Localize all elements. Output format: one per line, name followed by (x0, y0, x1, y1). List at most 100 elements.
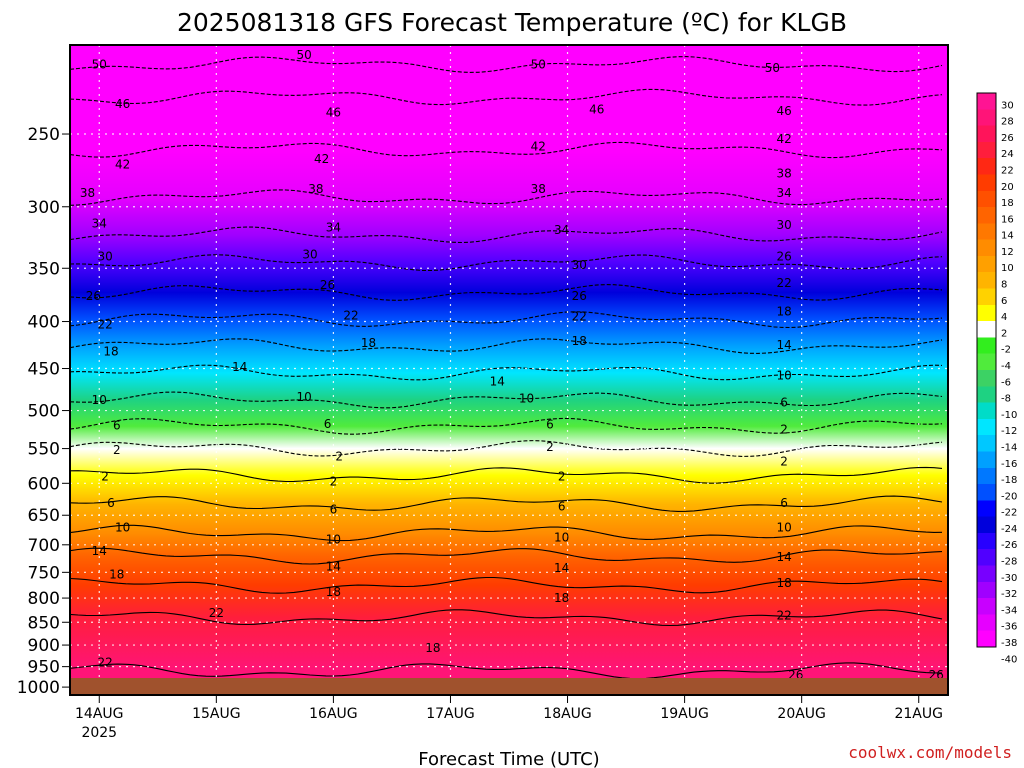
contour-label: 6 (113, 418, 121, 432)
y-tick-label: 650 (28, 506, 60, 526)
colorbar-tick-label: -22 (1001, 508, 1017, 519)
contour-line (70, 338, 943, 354)
contour-label: 6 (107, 496, 115, 510)
contour-label: 30 (776, 218, 791, 232)
contour-label: 18 (425, 641, 440, 655)
colorbar-tick-label: -10 (1001, 410, 1017, 421)
contour-label: 18 (361, 336, 376, 350)
colorbar-tick-label: 26 (1001, 133, 1014, 144)
x-tick-label: 18AUG (543, 706, 592, 722)
contour-label: 38 (80, 186, 95, 200)
colorbar-tick-label: 12 (1001, 247, 1014, 258)
contour-label: 6 (324, 417, 332, 431)
colorbar-tick-label: 2 (1001, 328, 1007, 339)
x-tick-label: 17AUG (426, 706, 475, 722)
contour-label: 18 (572, 334, 587, 348)
contour-label: 10 (776, 520, 791, 534)
colorbar-tick-label: 20 (1001, 182, 1014, 193)
contour-label: 14 (490, 375, 505, 389)
contour-line (70, 495, 943, 512)
colorbar-tick-label: -4 (1001, 361, 1011, 372)
contour-label: 2 (113, 443, 121, 457)
contour-label: 18 (109, 567, 124, 581)
contour-label: 2 (330, 474, 338, 488)
contour-label: 18 (776, 576, 791, 590)
temperature-field (70, 45, 948, 695)
contour-label: 22 (97, 655, 112, 669)
contour-label: 10 (296, 390, 311, 404)
contour-label: 30 (572, 258, 587, 272)
colorbar-tick-label: -40 (1001, 654, 1017, 665)
contour-label: 42 (115, 158, 130, 172)
contour-label: 26 (86, 289, 101, 303)
contour-label: 6 (780, 496, 788, 510)
x-axis-label: Forecast Time (UTC) (418, 749, 599, 768)
contour-label: 42 (531, 140, 546, 154)
colorbar-tick-label: -8 (1001, 394, 1011, 405)
contour-label: 34 (554, 223, 569, 237)
contour-line (70, 254, 943, 272)
contour-line (70, 226, 943, 244)
contour-label: 2 (780, 454, 788, 468)
contour-label: 18 (103, 344, 118, 358)
contour-label: 14 (326, 559, 341, 573)
contour-label: 22 (776, 276, 791, 290)
contour-label: 50 (296, 48, 311, 62)
contour-label: 22 (343, 309, 358, 323)
plot-area: 50 50 50 50 46 46 46 46 42 42 42 42 38 38 38 38 34 34 34 34… (70, 45, 948, 695)
contour-label: 50 (92, 57, 107, 71)
contour-label: 6 (546, 418, 554, 432)
contour-label: 14 (232, 360, 247, 374)
colorbar-tick-label: -14 (1001, 442, 1017, 453)
y-tick-label: 400 (28, 313, 60, 333)
colorbar-tick-label: 30 (1001, 100, 1014, 111)
contour-label: 30 (97, 250, 112, 264)
contour-label: 34 (776, 186, 791, 200)
y-tick-label: 450 (28, 360, 60, 380)
contour-label: 22 (209, 606, 224, 620)
y-tick-label: 350 (28, 259, 60, 279)
contour-line (70, 576, 943, 594)
contour-label: 22 (97, 318, 112, 332)
y-tick-label: 600 (28, 474, 60, 494)
contour-label: 2 (546, 440, 554, 454)
contour-label: 26 (572, 289, 587, 303)
contour-label: 38 (531, 182, 546, 196)
contour-label: 6 (558, 500, 566, 514)
colorbar-tick-label: -34 (1001, 605, 1017, 616)
colorbar-tick-label: 4 (1001, 312, 1007, 323)
y-tick-label: 750 (28, 563, 60, 583)
colorbar-tick-label: -18 (1001, 475, 1017, 486)
colorbar-ticks: 30 28 26 24 22 20 18 16 14 12 10 8 6 4 2 -2 -4 -6 -8 -10 -12… (1001, 100, 1017, 665)
contour-label: 14 (92, 544, 107, 558)
contour-label: 50 (531, 57, 546, 71)
x-tick-label: 19AUG (660, 706, 709, 722)
y-tick-label: 900 (28, 636, 60, 656)
colorbar-tick-label: -6 (1001, 377, 1011, 388)
x-tick-label: 15AUG (192, 706, 241, 722)
plot-frame (69, 44, 949, 696)
contour-line (70, 189, 943, 206)
y-tick-label: 500 (28, 402, 60, 422)
colorbar-tick-label: 22 (1001, 165, 1014, 176)
contour-line (70, 417, 943, 435)
colorbar-tick-label: 28 (1001, 117, 1014, 128)
contour-label: 46 (776, 104, 791, 118)
contour-label: 50 (765, 61, 780, 75)
contour-label: 10 (115, 520, 130, 534)
colorbar-tick-label: -2 (1001, 345, 1011, 356)
colorbar-tick-label: -28 (1001, 557, 1017, 568)
colorbar-tick-label: -36 (1001, 622, 1017, 633)
contour-label: 18 (554, 591, 569, 605)
contour-label: 22 (776, 609, 791, 623)
contour-label: 38 (308, 182, 323, 196)
contour-line (70, 284, 943, 301)
contour-label: 26 (776, 250, 791, 264)
x-tick-year: 2025 (81, 725, 117, 741)
colorbar-tick-label: 10 (1001, 263, 1014, 274)
contour-label: 2 (558, 470, 566, 484)
x-tick-label: 21AUG (894, 706, 943, 722)
y-tick-label: 300 (28, 198, 60, 218)
credit-text: coolwx.com/models (848, 743, 1012, 762)
